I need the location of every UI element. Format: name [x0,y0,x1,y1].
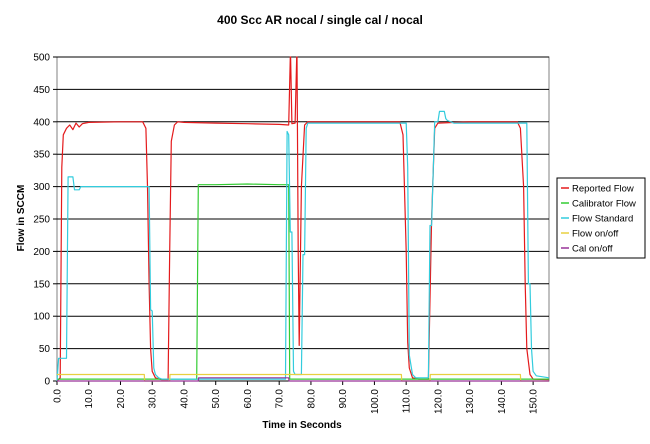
series-line-cal-on-off [57,377,549,382]
x-tick-label: 40.0 [179,389,190,409]
x-axis-ticks: 0.0 10.0 20.0 30.0 40.0 50.0 60.0 70.0 80.0 90.0 1… [53,380,549,414]
x-tick-label: 10.0 [84,389,95,409]
x-axis-label: Time in Seconds [262,420,342,431]
x-tick-label: 110.0 [402,389,413,414]
y-axis-ticks: 0 50 100 150 200 250 300 350 400 450 500 [33,53,57,388]
series-line-flow-standard [56,110,550,382]
legend: Reported Flow Calibrator Flow Flow Standar… [556,177,646,259]
x-tick-label: 20.0 [116,389,127,409]
x-tick-label: 80.0 [306,389,317,409]
x-tick-label: 70.0 [275,389,286,409]
legend-label: Calibrator Flow [572,199,636,210]
x-tick-label: 130.0 [465,389,476,414]
x-tick-label: 30.0 [148,389,159,409]
x-tick-label: 140.0 [497,389,508,414]
x-tick-label: 50.0 [211,389,222,409]
y-tick-label: 50 [39,344,51,355]
x-tick-label: 60.0 [243,389,254,409]
legend-label: Cal on/off [572,244,613,255]
y-axis-label: Flow in SCCM [16,185,27,252]
y-tick-label: 0 [44,377,50,388]
x-tick-label: 150.0 [529,389,540,414]
x-tick-label: 100.0 [370,389,381,414]
y-tick-label: 250 [33,215,50,226]
y-tick-label: 450 [33,85,50,96]
series-line-calibrator-flow [57,183,549,380]
y-tick-label: 400 [33,117,50,128]
y-tick-label: 350 [33,150,50,161]
series-lines [56,56,550,382]
x-tick-label: 0.0 [53,389,64,403]
y-tick-label: 300 [33,182,50,193]
y-tick-label: 200 [33,247,50,258]
y-tick-label: 150 [33,279,50,290]
y-tick-label: 500 [33,53,50,64]
legend-label: Flow Standard [572,214,633,225]
x-tick-label: 90.0 [338,389,349,409]
x-tick-label: 120.0 [433,389,444,414]
y-tick-label: 100 [33,312,50,323]
series-line-flow-on-off [57,373,549,382]
legend-box [556,177,646,259]
legend-label: Reported Flow [572,184,634,195]
legend-label: Flow on/off [572,229,619,240]
chart-title: 400 Scc AR nocal / single cal / nocal [217,13,423,27]
